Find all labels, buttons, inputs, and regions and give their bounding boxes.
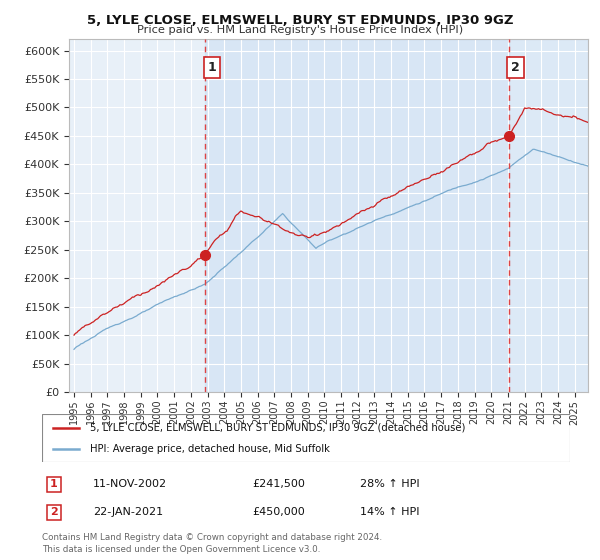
Text: 28% ↑ HPI: 28% ↑ HPI: [360, 479, 419, 489]
Text: 2: 2: [511, 61, 520, 74]
Text: Contains HM Land Registry data © Crown copyright and database right 2024.
This d: Contains HM Land Registry data © Crown c…: [42, 533, 382, 554]
Text: £450,000: £450,000: [252, 507, 305, 517]
Text: 11-NOV-2002: 11-NOV-2002: [93, 479, 167, 489]
Bar: [205, 39, 509, 392]
Text: 5, LYLE CLOSE, ELMSWELL, BURY ST EDMUNDS, IP30 9GZ: 5, LYLE CLOSE, ELMSWELL, BURY ST EDMUNDS…: [87, 14, 513, 27]
Text: HPI: Average price, detached house, Mid Suffolk: HPI: Average price, detached house, Mid …: [89, 444, 329, 454]
Text: 22-JAN-2021: 22-JAN-2021: [93, 507, 163, 517]
Text: Price paid vs. HM Land Registry's House Price Index (HPI): Price paid vs. HM Land Registry's House …: [137, 25, 463, 35]
Bar: [509, 39, 588, 392]
Text: 5, LYLE CLOSE, ELMSWELL, BURY ST EDMUNDS, IP30 9GZ (detached house): 5, LYLE CLOSE, ELMSWELL, BURY ST EDMUNDS…: [89, 423, 465, 433]
Text: £241,500: £241,500: [252, 479, 305, 489]
Text: 2: 2: [50, 507, 58, 517]
Text: 1: 1: [208, 61, 217, 74]
Text: 1: 1: [50, 479, 58, 489]
Text: 14% ↑ HPI: 14% ↑ HPI: [360, 507, 419, 517]
